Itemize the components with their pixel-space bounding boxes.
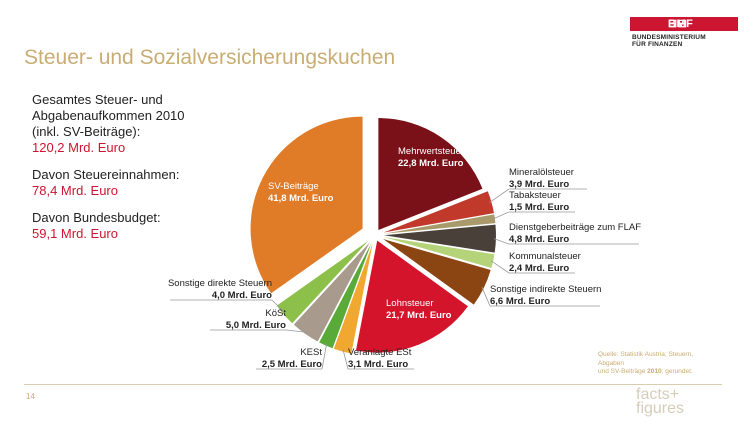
slice-value-mehrwertsteuer: 22,8 Mrd. Euro bbox=[398, 158, 464, 169]
pie-slice-kest bbox=[319, 243, 372, 349]
pie-slice-dienstgeberbeitraege-zum-flaf bbox=[383, 224, 496, 253]
facts-figures-logo: facts+ figures bbox=[636, 386, 685, 417]
slice-value-sv-beitraege: 41,8 Mrd. Euro bbox=[268, 193, 334, 204]
source-note: Quelle: Statistik Austria; Steuern, Abga… bbox=[598, 351, 708, 377]
source-line1: Quelle: Statistik Austria; Steuern, Abga… bbox=[598, 351, 694, 367]
source-line2c: ; gerundet. bbox=[661, 368, 693, 375]
slice-value-dienstgeberbeitraege-zum-flaf: 4,8 Mrd. Euro bbox=[509, 234, 569, 245]
slice-value-lohnsteuer: 21,7 Mrd. Euro bbox=[386, 310, 452, 321]
slice-label-sonstige-direkte-steuern: Sonstige direkte Steuern bbox=[168, 278, 272, 289]
page-title: Steuer- und Sozialversicherungskuchen bbox=[24, 46, 396, 69]
pie-slice-kommunalsteuer bbox=[383, 236, 495, 269]
pie-slice-mineraloelsteuer bbox=[383, 191, 494, 233]
tax-value: 78,4 Mrd. Euro bbox=[32, 183, 118, 198]
pie-slice-mehrwertsteuer bbox=[378, 118, 483, 231]
logo-line2: FÜR FINANZEN bbox=[632, 41, 683, 48]
pie-slice-sonstige-indirekte-steuern bbox=[383, 238, 491, 305]
bmf-logo: ⊟⊟ BMF BUNDESMINISTERIUM FÜR FINANZEN bbox=[630, 17, 742, 48]
total-label-line2: Abgabenaufkommen 2010 bbox=[32, 108, 185, 123]
slice-value-kommunalsteuer: 2,4 Mrd. Euro bbox=[509, 263, 569, 274]
source-line2a: und SV-Beiträge bbox=[598, 368, 648, 375]
tax-summary: Davon Steuereinnahmen: 78,4 Mrd. Euro bbox=[32, 167, 185, 199]
logo-name: BMF bbox=[668, 18, 694, 30]
total-value: 120,2 Mrd. Euro bbox=[32, 140, 126, 155]
leader-line-kommunalsteuer bbox=[490, 260, 510, 274]
slice-value-tabaksteuer: 1,5 Mrd. Euro bbox=[509, 202, 569, 213]
slice-value-mineraloelsteuer: 3,9 Mrd. Euro bbox=[509, 179, 569, 190]
slice-label-sonstige-indirekte-steuern: Sonstige indirekte Steuern bbox=[490, 284, 601, 295]
leader-line-mineraloelsteuer bbox=[489, 188, 510, 203]
eagle-icon: ⊟⊟ bbox=[668, 18, 688, 30]
pie-slice-sonstige-direkte-steuern bbox=[276, 240, 369, 324]
slice-value-veranlagte-est: 3,1 Mrd. Euro bbox=[348, 359, 408, 370]
leader-line-veranlagte-est bbox=[342, 349, 349, 370]
tax-label: Davon Steuereinnahmen: bbox=[32, 167, 180, 182]
pie-slice-tabaksteuer bbox=[383, 214, 496, 234]
slice-label-kest: KESt bbox=[300, 347, 322, 358]
slice-label-lohnsteuer: Lohnsteuer bbox=[386, 298, 434, 309]
budget-summary: Davon Bundesbudget: 59,1 Mrd. Euro bbox=[32, 210, 185, 242]
leader-line-dienstgeberbeitraege-zum-flaf bbox=[493, 238, 510, 245]
slice-label-sv-beitraege: SV-Beiträge bbox=[268, 181, 319, 192]
facts-line2: figures bbox=[636, 400, 685, 417]
slice-label-mehrwertsteuer: Mehrwertsteuer bbox=[398, 146, 464, 157]
total-label-line3: (inkl. SV-Beiträge): bbox=[32, 124, 141, 139]
facts-line1: facts+ bbox=[636, 386, 680, 403]
slice-value-kest: 2,5 Mrd. Euro bbox=[262, 359, 322, 370]
page-number: 14 bbox=[26, 392, 35, 401]
pie-slice-sv-beitraege bbox=[250, 116, 363, 294]
slice-label-tabaksteuer: Tabaksteuer bbox=[509, 190, 561, 201]
source-year: 2010 bbox=[647, 368, 662, 375]
slice-label-dienstgeberbeitraege-zum-flaf: Dienstgeberbeiträge zum FLAF bbox=[509, 222, 641, 233]
leader-line-sonstige-direkte-steuern bbox=[271, 299, 286, 314]
pie-slice-koest bbox=[293, 242, 370, 342]
total-summary: Gesamtes Steuer- und Abgabenaufkommen 20… bbox=[32, 92, 185, 156]
leader-line-tabaksteuer bbox=[492, 211, 510, 220]
footer-divider bbox=[24, 384, 722, 385]
logo-line1: BUNDESMINISTERIUM bbox=[632, 34, 706, 41]
total-label-line1: Gesamtes Steuer- und bbox=[32, 92, 163, 107]
pie-slice-veranlagte-est bbox=[333, 243, 373, 354]
budget-value: 59,1 Mrd. Euro bbox=[32, 226, 118, 241]
logo-bar: ⊟⊟ BMF bbox=[630, 17, 738, 31]
slice-label-mineraloelsteuer: Mineralölsteuer bbox=[509, 167, 574, 178]
leader-line-koest bbox=[285, 329, 307, 333]
pie-slice-lohnsteuer bbox=[355, 240, 468, 353]
logo-ministry-name: BUNDESMINISTERIUM FÜR FINANZEN bbox=[632, 34, 742, 48]
slice-value-koest: 5,0 Mrd. Euro bbox=[226, 320, 286, 331]
leader-line-kest bbox=[321, 343, 328, 370]
leader-line-sonstige-indirekte-steuern bbox=[481, 287, 491, 307]
slice-value-sonstige-indirekte-steuern: 6,6 Mrd. Euro bbox=[490, 296, 550, 307]
slice-label-veranlagte-est: Veranlagte ESt bbox=[348, 347, 412, 358]
slice-label-kommunalsteuer: Kommunalsteuer bbox=[509, 251, 581, 262]
summary-block: Gesamtes Steuer- und Abgabenaufkommen 20… bbox=[32, 92, 185, 253]
budget-label: Davon Bundesbudget: bbox=[32, 210, 161, 225]
slice-label-koest: KöSt bbox=[265, 308, 286, 319]
slice-value-sonstige-direkte-steuern: 4,0 Mrd. Euro bbox=[212, 290, 272, 301]
